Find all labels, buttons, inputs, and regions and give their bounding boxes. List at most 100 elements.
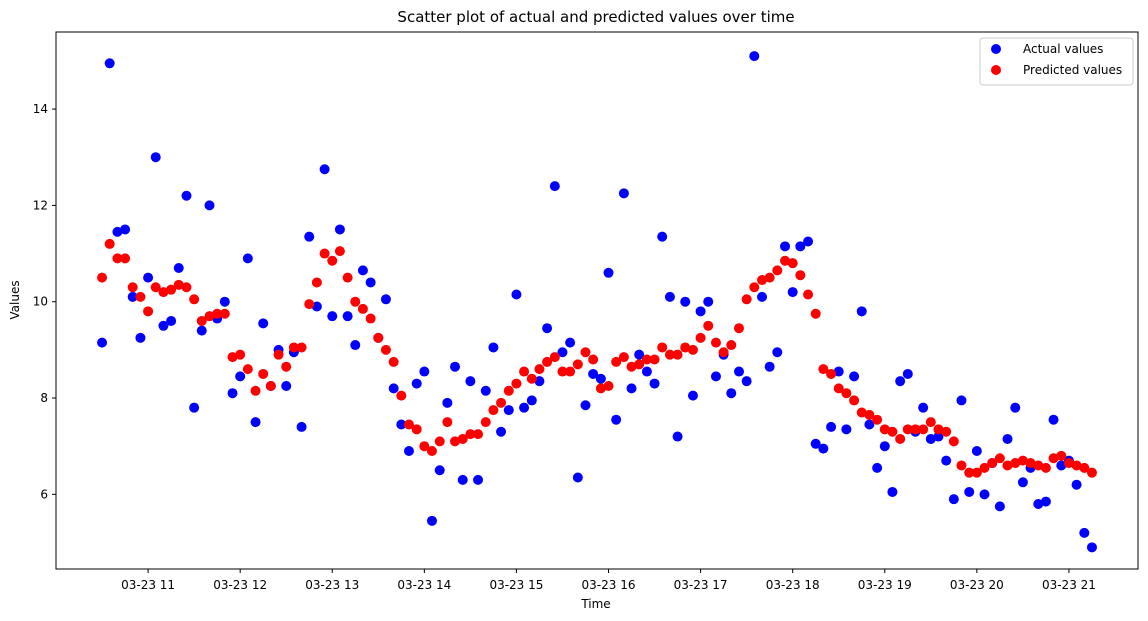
predicted-point: [1079, 462, 1090, 473]
predicted-point: [941, 426, 952, 437]
actual-point: [127, 291, 138, 302]
actual-point: [503, 405, 514, 416]
predicted-point: [388, 356, 399, 367]
actual-point: [833, 366, 844, 377]
actual-point: [296, 421, 307, 432]
predicted-point: [120, 253, 131, 264]
x-tick-label: 03-23 20: [950, 578, 1004, 592]
predicted-point: [1048, 453, 1059, 464]
actual-point: [941, 455, 952, 466]
actual-point: [97, 337, 108, 348]
predicted-point: [580, 347, 591, 358]
x-tick-label: 03-23 15: [489, 578, 543, 592]
actual-point: [143, 272, 154, 283]
actual-point: [450, 361, 461, 372]
predicted-point: [189, 294, 200, 305]
predicted-point: [97, 272, 108, 283]
actual-point: [703, 296, 714, 307]
y-tick-label: 10: [33, 295, 48, 309]
actual-point: [826, 421, 837, 432]
x-tick-label: 03-23 18: [766, 578, 820, 592]
predicted-point: [442, 417, 453, 428]
actual-point: [511, 289, 522, 300]
predicted-point: [595, 383, 606, 394]
chart-title: Scatter plot of actual and predicted val…: [397, 8, 794, 26]
predicted-point: [687, 344, 698, 355]
actual-point: [795, 241, 806, 252]
actual-point: [565, 337, 576, 348]
predicted-point: [480, 417, 491, 428]
x-tick-label: 03-23 19: [858, 578, 912, 592]
actual-point: [304, 231, 315, 242]
data-points: [97, 51, 1097, 553]
predicted-point: [127, 282, 138, 293]
actual-point: [112, 226, 123, 237]
predicted-point: [258, 368, 269, 379]
actual-point: [925, 433, 936, 444]
actual-point: [396, 419, 407, 430]
predicted-point: [887, 426, 898, 437]
actual-point: [887, 486, 898, 497]
predicted-point: [434, 436, 445, 447]
actual-point: [426, 515, 437, 526]
predicted-point: [749, 282, 760, 293]
predicted-point: [350, 296, 361, 307]
predicted-point: [357, 303, 368, 314]
actual-point: [695, 306, 706, 317]
actual-point: [519, 402, 530, 413]
actual-point: [787, 287, 798, 298]
predicted-point: [994, 453, 1005, 464]
predicted-point: [879, 424, 890, 435]
predicted-point: [1071, 460, 1082, 471]
predicted-point: [158, 287, 169, 298]
predicted-point: [196, 315, 207, 326]
actual-point: [933, 431, 944, 442]
actual-point: [1086, 542, 1097, 553]
actual-point: [603, 267, 614, 278]
predicted-point: [342, 272, 353, 283]
predicted-point: [795, 270, 806, 281]
actual-point: [572, 472, 583, 483]
actual-point: [365, 277, 376, 288]
actual-point: [672, 431, 683, 442]
y-tick-label: 6: [40, 487, 48, 501]
actual-point: [879, 441, 890, 452]
actual-point: [158, 320, 169, 331]
actual-point: [872, 462, 883, 473]
actual-point: [319, 164, 330, 175]
predicted-point: [1063, 458, 1074, 469]
y-tick-label: 14: [33, 102, 48, 116]
actual-point: [680, 296, 691, 307]
actual-point: [442, 397, 453, 408]
predicted-point: [987, 458, 998, 469]
predicted-point: [334, 246, 345, 257]
predicted-point: [956, 460, 967, 471]
predicted-point: [150, 282, 161, 293]
actual-point: [496, 426, 507, 437]
actual-point: [971, 446, 982, 457]
actual-point: [388, 383, 399, 394]
actual-point: [1079, 527, 1090, 538]
actual-point: [480, 385, 491, 396]
predicted-point: [664, 349, 675, 360]
predicted-point: [173, 279, 184, 290]
actual-point: [649, 378, 660, 389]
actual-point: [749, 51, 760, 62]
predicted-point: [511, 378, 522, 389]
actual-point: [918, 402, 929, 413]
actual-point: [411, 378, 422, 389]
actual-point: [895, 376, 906, 387]
actual-point: [733, 366, 744, 377]
actual-point: [235, 371, 246, 382]
actual-point: [741, 376, 752, 387]
predicted-point: [319, 248, 330, 259]
predicted-point: [288, 342, 299, 353]
predicted-point: [503, 385, 514, 396]
predicted-point: [166, 284, 177, 295]
y-axis: 6 8 10 12 14: [33, 102, 56, 501]
predicted-point: [657, 342, 668, 353]
predicted-point: [634, 359, 645, 370]
y-axis-label: Values: [8, 280, 22, 319]
x-tick-label: 03-23 21: [1042, 578, 1096, 592]
